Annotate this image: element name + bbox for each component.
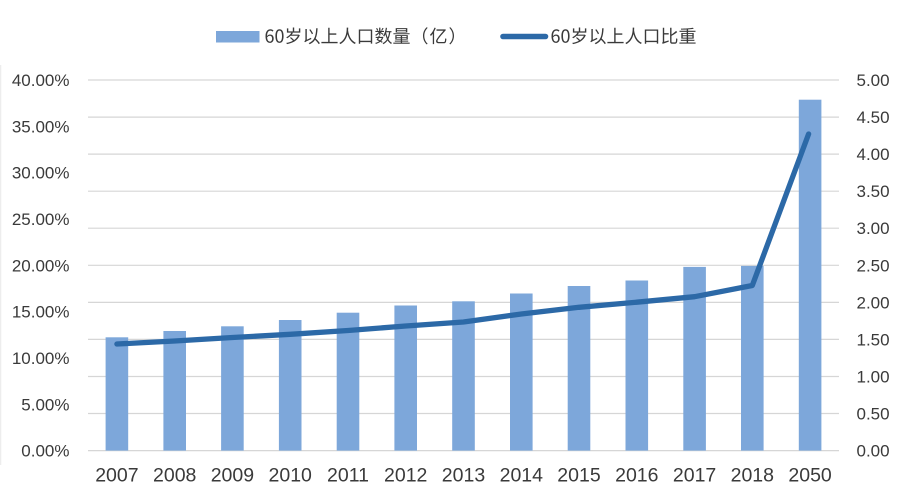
svg-text:2.00: 2.00 bbox=[857, 293, 890, 312]
svg-text:2050: 2050 bbox=[788, 465, 832, 487]
svg-text:0.00%: 0.00% bbox=[21, 442, 69, 461]
svg-text:2012: 2012 bbox=[384, 465, 427, 487]
svg-text:3.00: 3.00 bbox=[857, 219, 890, 238]
svg-text:2011: 2011 bbox=[327, 465, 369, 487]
svg-text:3.50: 3.50 bbox=[857, 182, 890, 201]
svg-text:5.00%: 5.00% bbox=[21, 395, 69, 414]
svg-text:0.00: 0.00 bbox=[857, 442, 890, 461]
svg-text:1.00: 1.00 bbox=[857, 368, 890, 387]
svg-text:2008: 2008 bbox=[153, 465, 196, 487]
svg-text:2007: 2007 bbox=[95, 465, 138, 487]
svg-text:15.00%: 15.00% bbox=[12, 303, 70, 322]
svg-text:4.50: 4.50 bbox=[857, 108, 890, 127]
svg-text:2.50: 2.50 bbox=[857, 256, 890, 275]
svg-text:10.00%: 10.00% bbox=[12, 349, 70, 368]
svg-text:2010: 2010 bbox=[269, 465, 313, 487]
svg-text:2014: 2014 bbox=[500, 465, 544, 487]
svg-text:30.00%: 30.00% bbox=[12, 164, 70, 183]
svg-text:25.00%: 25.00% bbox=[12, 210, 70, 229]
svg-text:2017: 2017 bbox=[673, 465, 716, 487]
svg-text:1.50: 1.50 bbox=[857, 330, 890, 349]
svg-text:0.50: 0.50 bbox=[857, 405, 890, 424]
svg-text:2015: 2015 bbox=[557, 465, 601, 487]
svg-text:2013: 2013 bbox=[442, 465, 485, 487]
svg-text:4.00: 4.00 bbox=[857, 145, 890, 164]
svg-text:2009: 2009 bbox=[211, 465, 254, 487]
svg-text:20.00%: 20.00% bbox=[12, 256, 70, 275]
svg-text:2018: 2018 bbox=[731, 465, 774, 487]
svg-text:2016: 2016 bbox=[615, 465, 658, 487]
svg-text:40.00%: 40.00% bbox=[12, 71, 70, 90]
svg-text:35.00%: 35.00% bbox=[12, 117, 70, 136]
svg-text:5.00: 5.00 bbox=[857, 71, 890, 90]
